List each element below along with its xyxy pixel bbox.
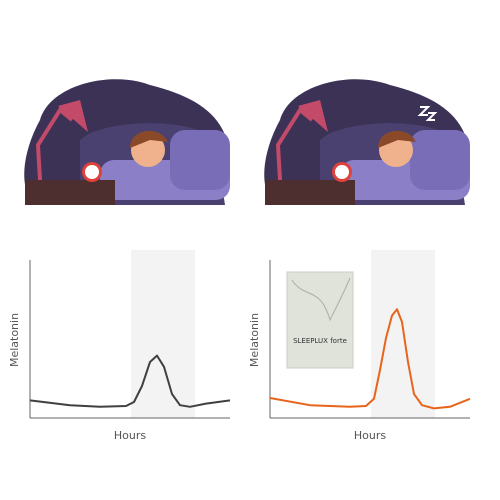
y-axis-label: Melatonin bbox=[248, 313, 261, 367]
product-box: SLEEPLUX forte bbox=[286, 271, 354, 369]
x-axis-label: Hours bbox=[114, 429, 146, 442]
highlight-band bbox=[131, 250, 195, 418]
awake-illustration bbox=[24, 79, 230, 205]
product-name: SLEEPLUX forte bbox=[293, 337, 347, 345]
y-axis-label: Melatonin bbox=[8, 313, 21, 367]
asleep-illustration bbox=[264, 79, 470, 205]
line bbox=[269, 308, 471, 410]
line bbox=[29, 354, 231, 408]
x-axis-label: Hours bbox=[354, 429, 386, 442]
